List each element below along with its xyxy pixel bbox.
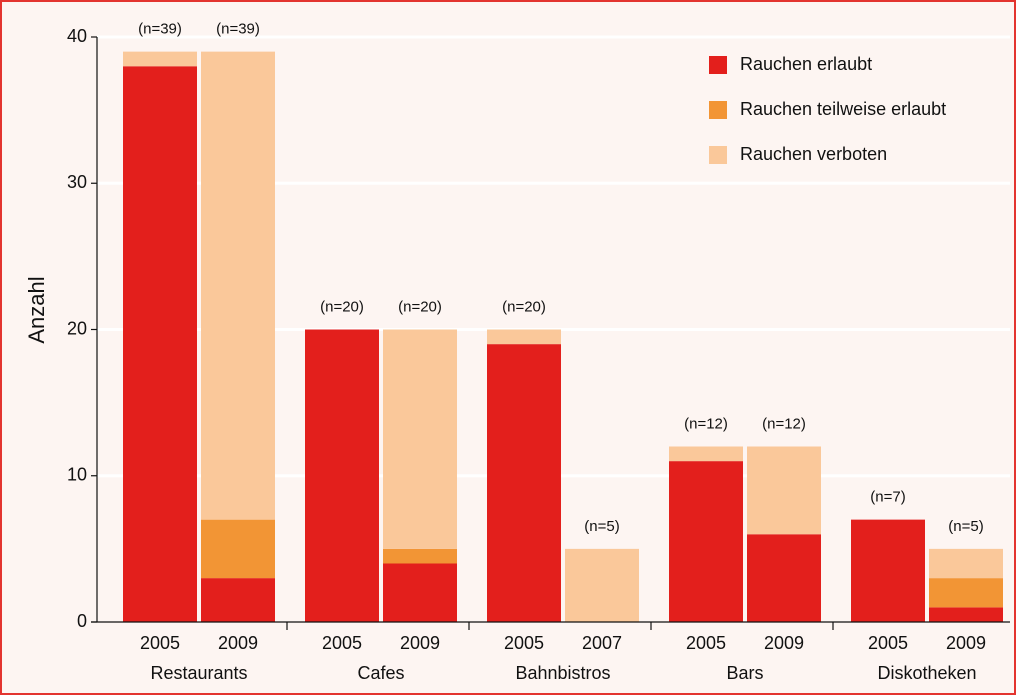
x-tick-label: 2009 bbox=[400, 633, 440, 653]
bar-segment bbox=[305, 329, 379, 622]
bar-segment bbox=[487, 344, 561, 622]
bar-segment bbox=[201, 578, 275, 622]
x-tick-label: 2005 bbox=[686, 633, 726, 653]
bar-segment bbox=[383, 329, 457, 549]
group-label: Diskotheken bbox=[877, 663, 976, 683]
legend-label: Rauchen verboten bbox=[740, 144, 887, 164]
bar-segment bbox=[747, 446, 821, 535]
bar-segment bbox=[669, 461, 743, 622]
group-label: Bars bbox=[726, 663, 763, 683]
bar-segment bbox=[383, 548, 457, 564]
legend-swatch bbox=[709, 146, 727, 164]
annotation: (n=12) bbox=[684, 415, 728, 432]
bar-segment bbox=[487, 329, 561, 345]
annotation: (n=20) bbox=[502, 298, 546, 315]
annotation: (n=20) bbox=[398, 298, 442, 315]
group-label: Cafes bbox=[357, 663, 404, 683]
x-tick-label: 2005 bbox=[504, 633, 544, 653]
annotation: (n=12) bbox=[762, 415, 806, 432]
bar-segment bbox=[123, 66, 197, 622]
annotation: (n=39) bbox=[138, 21, 182, 38]
annotation: (n=20) bbox=[320, 298, 364, 315]
bar-segment bbox=[669, 446, 743, 462]
y-tick-label: 30 bbox=[67, 172, 87, 192]
annotation: (n=7) bbox=[870, 489, 905, 506]
bar-segment bbox=[201, 519, 275, 579]
x-tick-label: 2005 bbox=[868, 633, 908, 653]
y-tick-label: 0 bbox=[77, 611, 87, 631]
bar-segment bbox=[383, 563, 457, 622]
annotation: (n=5) bbox=[948, 518, 983, 535]
group-label: Restaurants bbox=[150, 663, 247, 683]
legend-swatch bbox=[709, 101, 727, 119]
legend-label: Rauchen erlaubt bbox=[740, 54, 872, 74]
bar-segment bbox=[929, 548, 1003, 579]
x-tick-label: 2005 bbox=[140, 633, 180, 653]
x-tick-label: 2009 bbox=[218, 633, 258, 653]
x-tick-label: 2005 bbox=[322, 633, 362, 653]
y-tick-label: 40 bbox=[67, 26, 87, 46]
bar-segment bbox=[929, 607, 1003, 622]
x-tick-label: 2009 bbox=[946, 633, 986, 653]
bar-segment bbox=[201, 51, 275, 520]
bar-segment bbox=[123, 51, 197, 67]
legend-label: Rauchen teilweise erlaubt bbox=[740, 99, 946, 119]
group-label: Bahnbistros bbox=[515, 663, 610, 683]
legend-swatch bbox=[709, 56, 727, 74]
annotation: (n=5) bbox=[584, 518, 619, 535]
annotation: (n=39) bbox=[216, 21, 260, 38]
x-tick-label: 2009 bbox=[764, 633, 804, 653]
x-tick-label: 2007 bbox=[582, 633, 622, 653]
y-tick-label: 20 bbox=[67, 318, 87, 338]
y-axis-label: Anzahl bbox=[24, 276, 49, 343]
y-tick-label: 10 bbox=[67, 465, 87, 485]
bar-segment bbox=[747, 534, 821, 622]
bar-segment bbox=[565, 548, 639, 622]
bar-segment bbox=[929, 578, 1003, 608]
bar-segment bbox=[851, 519, 925, 622]
